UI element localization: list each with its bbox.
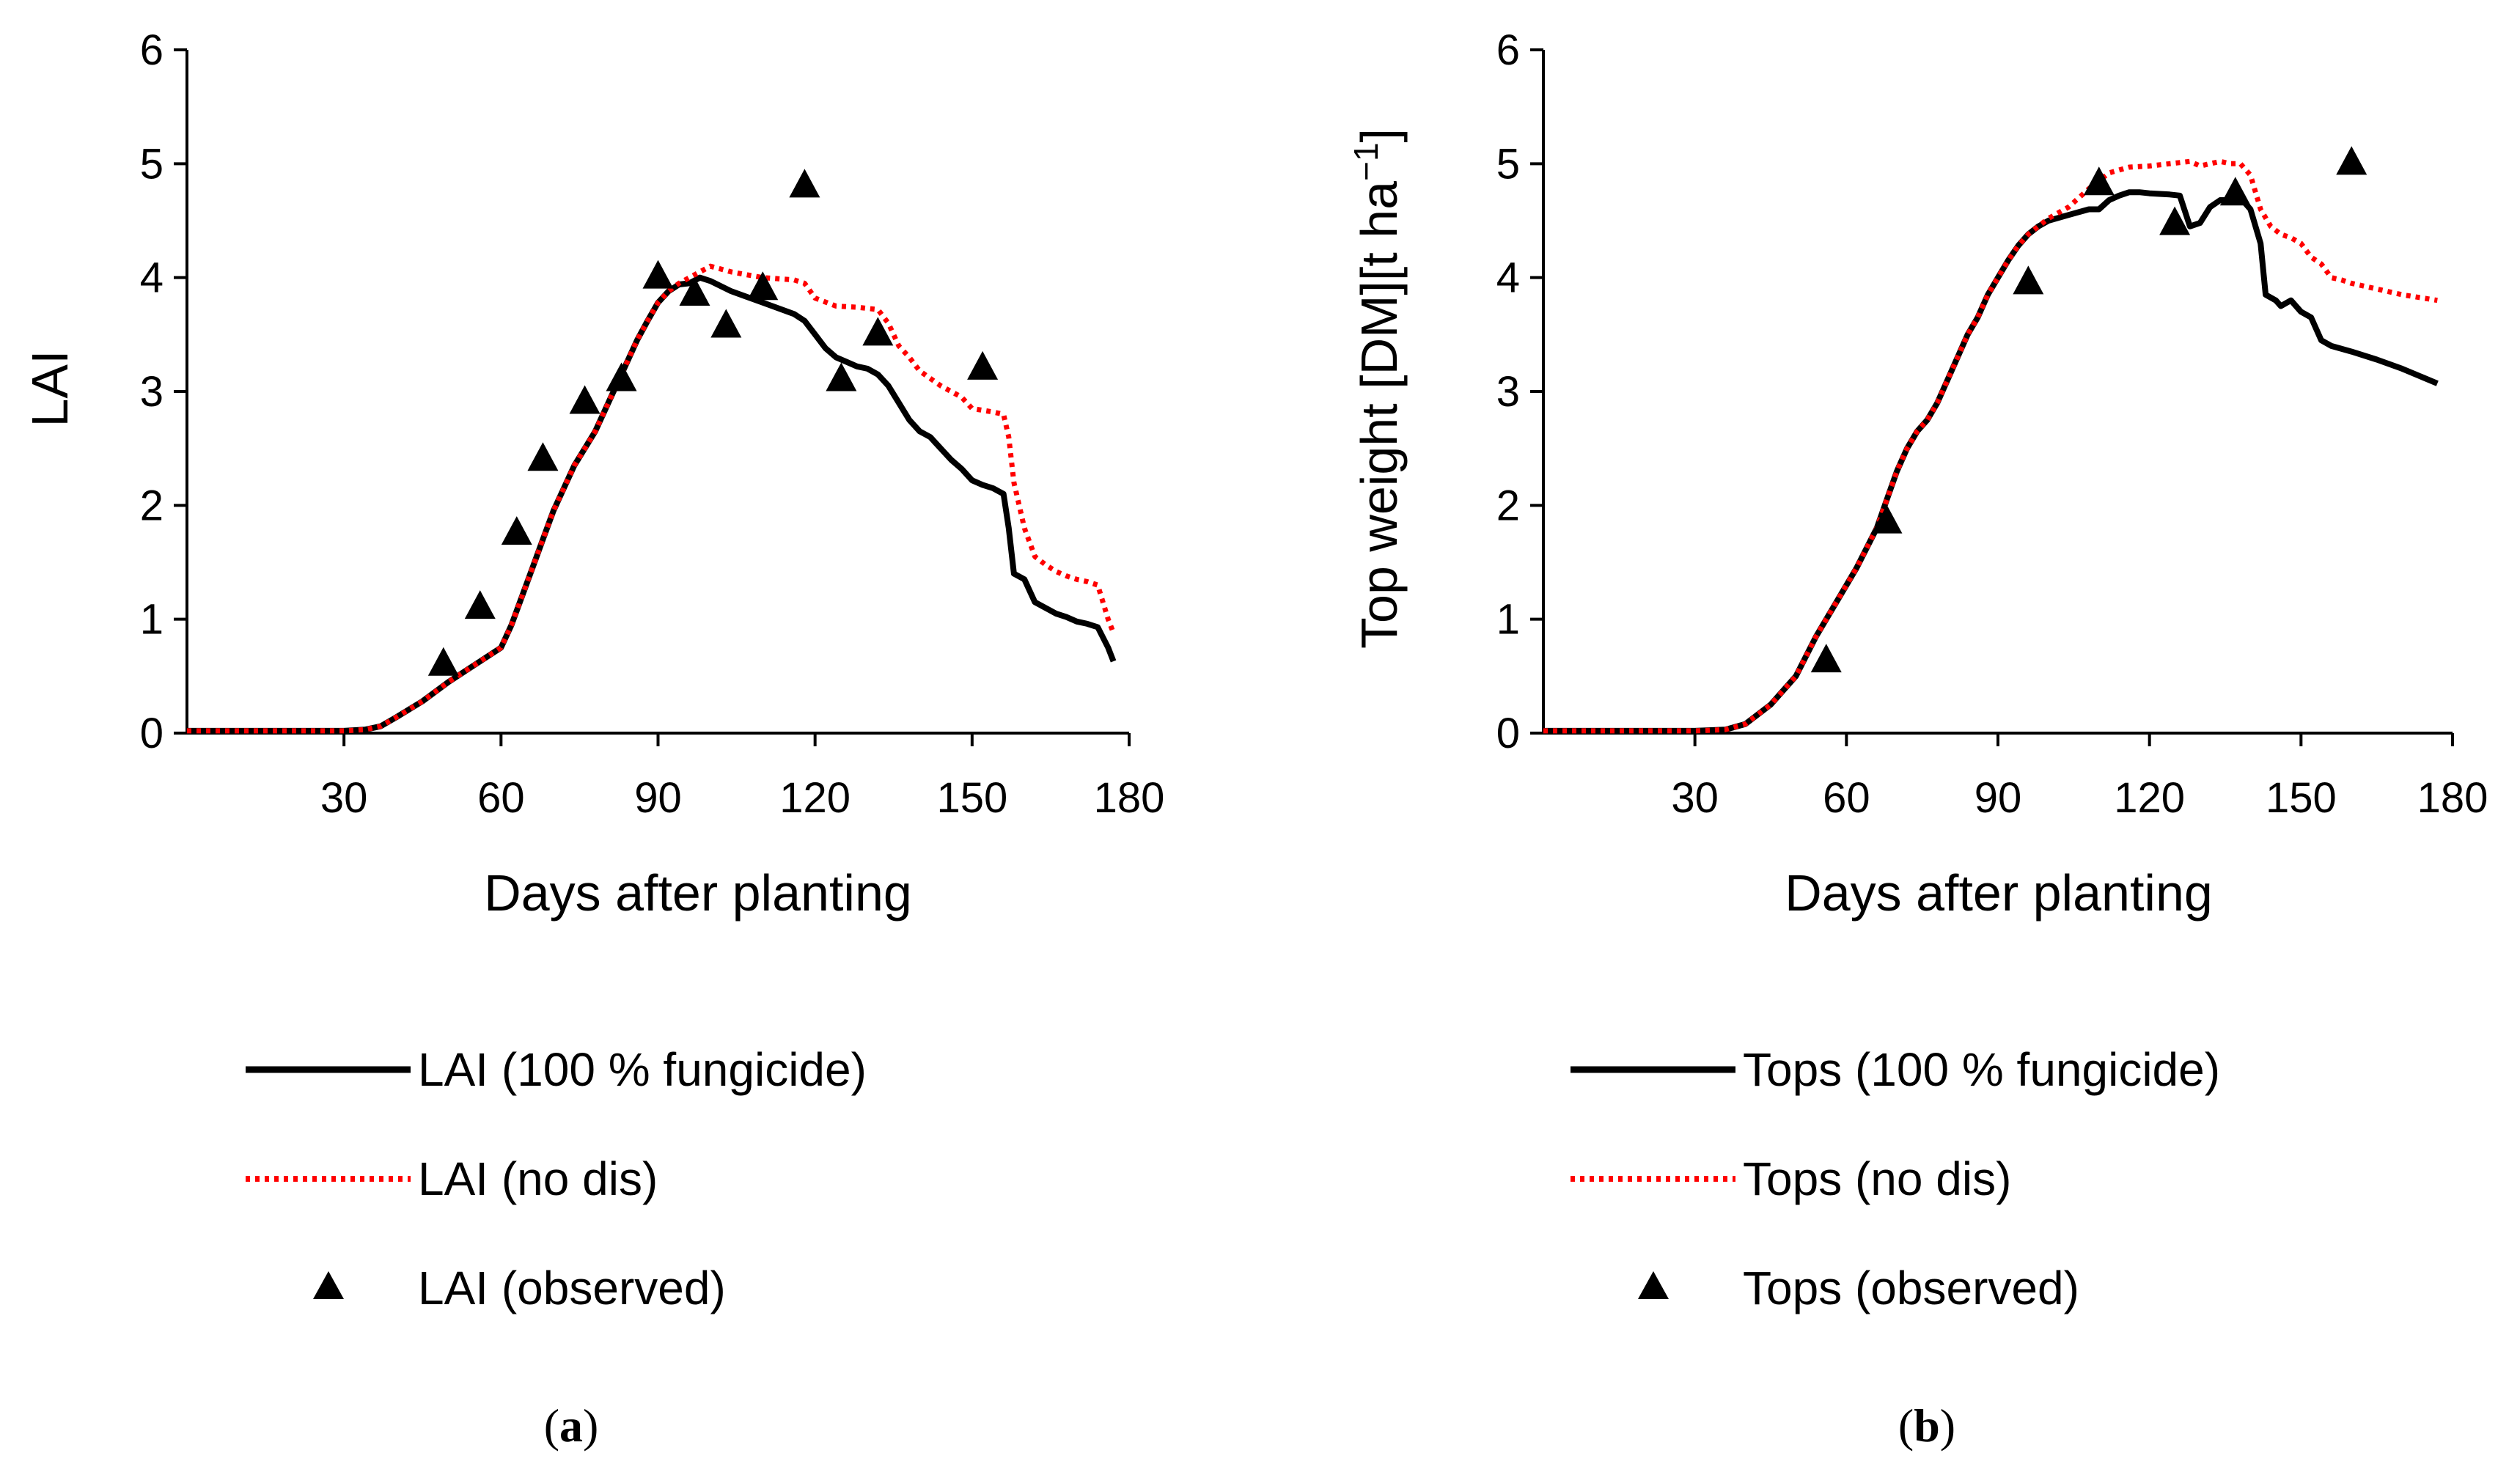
- panel-a-observed-point: [679, 276, 710, 306]
- panel-b-x-tick-label: 150: [2266, 774, 2337, 822]
- panel-a-observed-point: [606, 362, 637, 391]
- panel-a-x-tick-label: 150: [936, 774, 1007, 822]
- panel-a-series-line-solid: [187, 274, 1117, 734]
- panel-a-y-axis-title: LAI: [21, 350, 78, 427]
- panel-a-x-tick-label: 90: [634, 774, 682, 822]
- panel-a-y-tick-label: 5: [140, 140, 164, 188]
- panel-b-y-tick-label: 4: [1496, 254, 1520, 302]
- panel-b-x-tick-label: 60: [1823, 774, 1870, 822]
- panel-b-legend-triangle-marker: [1638, 1271, 1669, 1299]
- panel-a-observed-point: [464, 590, 496, 619]
- panel-a-observed-point: [527, 442, 559, 471]
- panel-b-y-tick-label: 6: [1496, 26, 1520, 74]
- panel-b-observed-point: [2083, 166, 2115, 196]
- panel-a-legend-label-fungicide: LAI (100 % fungicide): [418, 1043, 867, 1096]
- panel-a-y-tick-label: 3: [140, 368, 164, 416]
- panel-b-y-tick-label: 5: [1496, 140, 1520, 188]
- panel-b-observed-point: [2159, 206, 2191, 235]
- panel-b-y-axis-title: Top weight [DM][t ha−1]: [1347, 128, 1408, 649]
- panel-a-observed-point: [427, 647, 459, 676]
- panel-b-y-tick-label: 0: [1496, 710, 1520, 757]
- panel-a-legend-triangle-marker: [313, 1271, 344, 1299]
- panel-a-y-tick-labels: 0 1 2 3 4 5 6: [140, 26, 164, 757]
- panel-a-observed-point: [826, 362, 857, 391]
- panel-a-y-tick-label: 4: [140, 254, 164, 302]
- panel-b-legend-label-observed: Tops (observed): [1743, 1262, 2079, 1314]
- panel-b-x-tick-label: 120: [2114, 774, 2185, 822]
- panel-b-y-tick-labels: 0 1 2 3 4 5 6: [1496, 26, 1520, 757]
- panel-b-x-tick-label: 30: [1671, 774, 1719, 822]
- panel-b-observed-point: [1810, 644, 1842, 673]
- panel-a-legend-label-no-dis: LAI (no dis): [418, 1152, 658, 1205]
- panel-b-series-line-solid: [1543, 189, 2439, 734]
- panel-a-observed-point: [569, 385, 600, 414]
- panel-b-x-tick-label: 180: [2417, 774, 2488, 822]
- panel-a-observed-point: [642, 260, 674, 289]
- panel-b-observed-point: [2013, 265, 2044, 295]
- panel-a-series: [187, 169, 1117, 734]
- panel-b-y-tick-label: 3: [1496, 368, 1520, 416]
- panel-a-x-tick-labels: 30 60 90 120 150 180: [320, 774, 1164, 822]
- panel-b-legend-label-fungicide: Tops (100 % fungicide): [1743, 1043, 2220, 1096]
- panel-b-y-tick-label: 1: [1496, 596, 1520, 644]
- panel-a-observed-point: [862, 317, 894, 346]
- panel-a-observed-point: [967, 350, 999, 380]
- panel-a-observed-point: [747, 271, 779, 301]
- panel-a-observed-point: [710, 309, 742, 338]
- panel-a-y-tick-label: 2: [140, 482, 164, 529]
- panel-b-series-line-dotted: [1543, 158, 2438, 734]
- panel-a-series-line-dotted: [187, 263, 1116, 734]
- panel-b-observed-point: [2336, 146, 2367, 175]
- panel-a-caption: (a): [544, 1399, 599, 1452]
- panel-a-legend-label-observed: LAI (observed): [418, 1262, 726, 1314]
- panel-b-y-tick-label: 2: [1496, 482, 1520, 529]
- panel-a-y-tick-label: 1: [140, 596, 164, 644]
- panel-a-observed-point: [789, 169, 820, 198]
- panel-b-x-tick-label: 90: [1975, 774, 2022, 822]
- panel-b-legend: Tops (100 % fungicide) Tops (no dis) Top…: [1571, 1043, 2220, 1314]
- panel-a-x-axis-title: Days after planting: [484, 864, 912, 922]
- panel-a-y-tick-label: 0: [140, 710, 164, 757]
- panel-b-x-tick-labels: 30 60 90 120 150 180: [1671, 774, 2488, 822]
- panel-a-axes: [174, 48, 1131, 746]
- panel-a-x-tick-label: 60: [477, 774, 525, 822]
- panel-b-axes: [1530, 48, 2454, 746]
- panel-a-y-tick-label: 6: [140, 26, 164, 74]
- panel-b-caption: (b): [1898, 1399, 1955, 1452]
- panel-a-x-tick-label: 180: [1094, 774, 1165, 822]
- panel-a-legend: LAI (100 % fungicide) LAI (no dis) LAI (…: [246, 1043, 867, 1314]
- panel-a-x-tick-label: 30: [320, 774, 368, 822]
- panel-b-series: [1543, 146, 2439, 734]
- panel-b-x-axis-title: Days after planting: [1785, 864, 2213, 922]
- panel-b-legend-label-no-dis: Tops (no dis): [1743, 1152, 2011, 1205]
- panel-b-observed-point: [2219, 177, 2251, 206]
- panel-b-chart: 0 1 2 3 4 5 6 30 60 90 120 150 180 Days after plant…: [1347, 26, 2488, 1452]
- panel-b-observed-point: [1871, 504, 1903, 534]
- panel-a-chart: 0 1 2 3 4 5 6 30 60 90 120 150 180 Days after plant…: [21, 26, 1164, 1452]
- panel-a-observed-point: [501, 516, 532, 545]
- panel-a-x-tick-label: 120: [779, 774, 851, 822]
